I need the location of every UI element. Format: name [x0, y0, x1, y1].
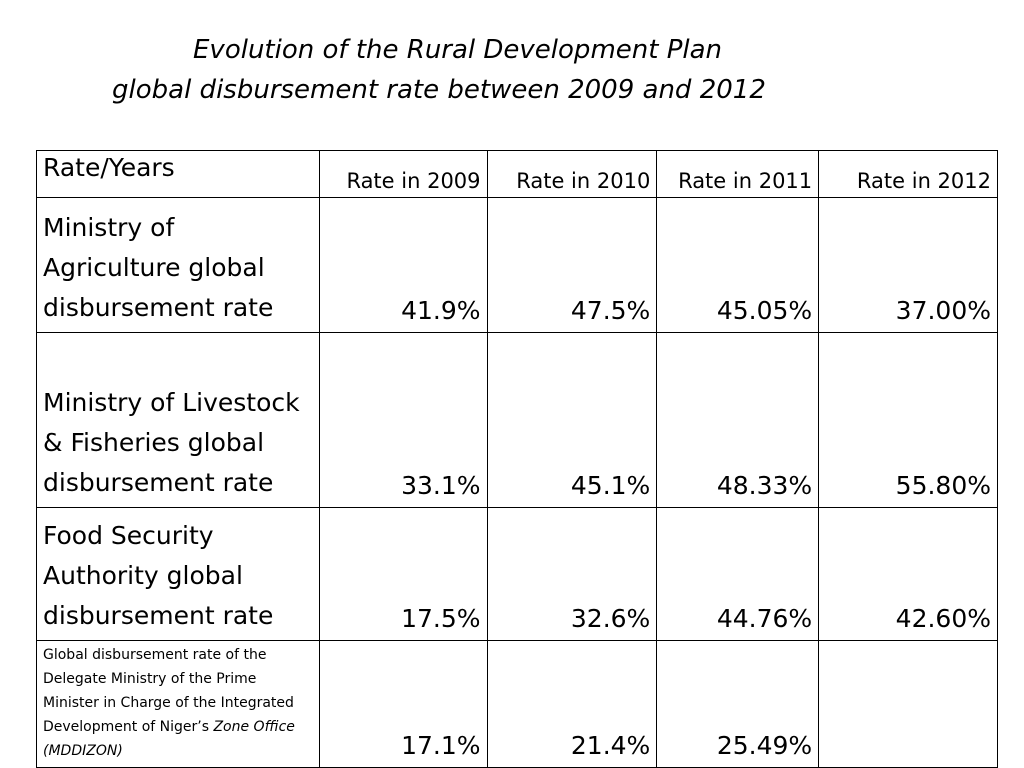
- page-title: Evolution of the Rural Development Plan …: [0, 30, 1024, 110]
- header-rate-2010: Rate in 2010: [486, 150, 658, 198]
- cell-livestock-2009: 33.1%: [318, 332, 488, 508]
- cell-mddizon-2012: [818, 640, 998, 768]
- row-label-livestock: Ministry of Livestock & Fisheries global…: [36, 332, 320, 508]
- cell-agriculture-2012: 37.00%: [818, 197, 998, 333]
- cell-mddizon-2011: 25.49%: [656, 640, 820, 768]
- row-label-food-security: Food Security Authority global disbursem…: [36, 507, 320, 641]
- table-row: Global disbursement rate of the Delegate…: [36, 640, 998, 768]
- cell-food-security-2011: 44.76%: [656, 507, 820, 641]
- cell-livestock-2012: 55.80%: [818, 332, 998, 508]
- cell-livestock-2011: 48.33%: [656, 332, 820, 508]
- table-row: Ministry of Agriculture global disbursem…: [36, 197, 998, 333]
- cell-mddizon-2010: 21.4%: [486, 640, 658, 768]
- row-label-mddizon: Global disbursement rate of the Delegate…: [36, 640, 320, 768]
- cell-food-security-2009: 17.5%: [318, 507, 488, 641]
- header-rate-2011: Rate in 2011: [656, 150, 820, 198]
- table-header-row: Rate/Years Rate in 2009 Rate in 2010 Rat…: [36, 150, 998, 198]
- row-label-agriculture: Ministry of Agriculture global disbursem…: [36, 197, 320, 333]
- cell-food-security-2010: 32.6%: [486, 507, 658, 641]
- row-label-mddizon-main: Global disbursement rate of the Delegate…: [43, 647, 294, 735]
- disbursement-rate-table: Rate/Years Rate in 2009 Rate in 2010 Rat…: [36, 150, 998, 768]
- row-label-mddizon-italic: Zone Office (MDDIZON): [43, 719, 295, 759]
- cell-food-security-2012: 42.60%: [818, 507, 998, 641]
- cell-agriculture-2011: 45.05%: [656, 197, 820, 333]
- cell-agriculture-2009: 41.9%: [318, 197, 488, 333]
- table-row: Ministry of Livestock & Fisheries global…: [36, 332, 998, 508]
- title-line-2: global disbursement rate between 2009 an…: [112, 75, 766, 105]
- table-row: Food Security Authority global disbursem…: [36, 507, 998, 641]
- header-corner-cell: Rate/Years: [36, 150, 320, 198]
- cell-mddizon-2009: 17.1%: [318, 640, 488, 768]
- header-rate-2012: Rate in 2012: [818, 150, 998, 198]
- header-rate-2009: Rate in 2009: [318, 150, 488, 198]
- cell-livestock-2010: 45.1%: [486, 332, 658, 508]
- title-line-1: Evolution of the Rural Development Plan: [193, 35, 723, 65]
- cell-agriculture-2010: 47.5%: [486, 197, 658, 333]
